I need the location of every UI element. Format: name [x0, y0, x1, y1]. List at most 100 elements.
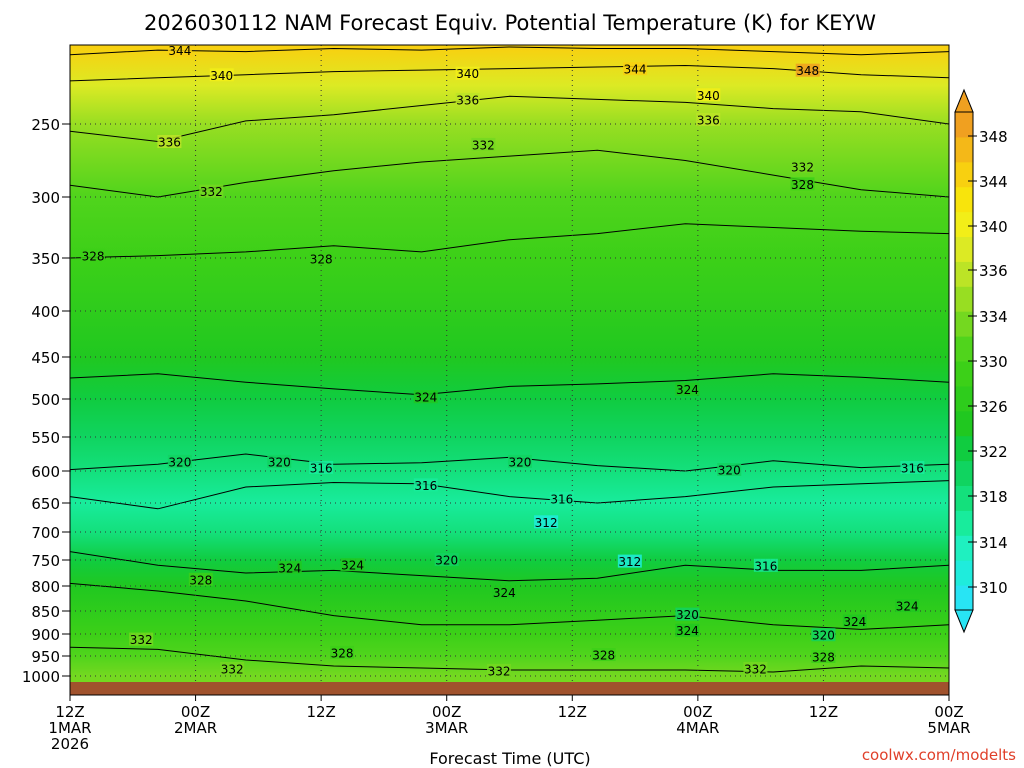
- contour-328-4: [70, 223, 949, 259]
- colorbar-segment-348: [955, 112, 973, 138]
- contour-label-bg-5: [696, 88, 721, 102]
- contour-label-320: 320: [435, 554, 458, 568]
- contour-336-2: [70, 95, 949, 143]
- y-tick-label-400: 400: [31, 303, 60, 321]
- y-tick-label-250: 250: [31, 116, 60, 134]
- colorbar-segment-312: [955, 560, 973, 586]
- contour-label-344: 344: [168, 44, 191, 58]
- contour-label-328: 328: [82, 249, 105, 263]
- y-tick-label-950: 950: [31, 648, 60, 666]
- contour-label-316: 316: [550, 492, 573, 506]
- contour-label-bg-11: [790, 177, 815, 191]
- x-tick-label-0: 12Z 1MAR 2026: [48, 703, 91, 753]
- contour-label-328: 328: [592, 649, 615, 663]
- contour-344-0: [70, 46, 949, 56]
- colorbar-segment-346: [955, 136, 973, 163]
- colorbar-segment-340: [955, 211, 973, 237]
- colorbar-label-326: 326: [979, 398, 1008, 416]
- y-tick-label-800: 800: [31, 578, 60, 596]
- colorbar-label-336: 336: [979, 262, 1008, 280]
- colorbar-bottom-arrow: [954, 609, 974, 634]
- colorbar-segment-344: [955, 161, 973, 188]
- contour-label-316: 316: [414, 479, 437, 493]
- contour-label-bg-32: [492, 585, 517, 599]
- contour-label-316: 316: [310, 461, 333, 475]
- x-tick-line: 00Z: [683, 703, 712, 721]
- contour-label-324: 324: [414, 391, 437, 405]
- contour-label-348: 348: [796, 64, 819, 78]
- contour-label-332: 332: [488, 665, 511, 679]
- y-tick-label-550: 550: [31, 429, 60, 447]
- colorbar-label-322: 322: [979, 443, 1008, 461]
- gridline-layer: [70, 45, 949, 695]
- y-tick-label-750: 750: [31, 552, 60, 570]
- colorbar-segment-342: [955, 186, 973, 213]
- contour-label-324: 324: [896, 600, 919, 614]
- contour-label-bg-28: [753, 558, 778, 572]
- x-tick-label-48: 12Z: [558, 703, 587, 721]
- contour-label-bg-38: [129, 632, 154, 646]
- y-tick-label-900: 900: [31, 626, 60, 644]
- colorbar-segment-330: [955, 336, 973, 362]
- contour-label-bg-30: [277, 560, 302, 574]
- contour-label-340: 340: [210, 69, 233, 83]
- contour-label-layer: 344 344 348 340 340 340 336 336 336 332 332 328 332 3…: [81, 44, 925, 679]
- x-tick-label-36: 00Z 3MAR: [425, 703, 468, 737]
- contour-316-7: [70, 480, 949, 510]
- contour-label-bg-0: [167, 45, 192, 57]
- contour-label-bg-9: [471, 137, 496, 151]
- contour-label-328: 328: [189, 573, 212, 587]
- colorbar-segment-328: [955, 361, 973, 387]
- contour-label-bg-3: [209, 68, 234, 82]
- contour-label-344: 344: [624, 63, 647, 77]
- contour-label-bg-33: [895, 599, 920, 612]
- contour-label-320: 320: [676, 608, 699, 622]
- contour-label-340: 340: [697, 89, 720, 103]
- contour-label-328: 328: [310, 253, 333, 267]
- x-tick-line: 2026: [51, 735, 89, 753]
- contour-label-bg-24: [549, 491, 574, 505]
- contour-328-9: [70, 582, 949, 630]
- y-tick-label-1000: 1000: [22, 668, 60, 686]
- chart-title: 2026030112 NAM Forecast Equiv. Potential…: [144, 11, 876, 35]
- contour-label-bg-15: [413, 390, 438, 404]
- contour-label-bg-42: [220, 662, 245, 675]
- contour-label-328: 328: [812, 651, 835, 665]
- contour-label-bg-18: [267, 454, 292, 468]
- x-tick-label-60: 00Z 4MAR: [676, 703, 719, 737]
- y-tick-label-450: 450: [31, 349, 60, 367]
- contour-label-324: 324: [843, 615, 866, 629]
- contour-label-bg-16: [675, 382, 700, 396]
- x-tick-line: 3MAR: [425, 719, 468, 737]
- colorbar: 310 314 318 322 326 330 334 336 340 344 348: [954, 88, 1008, 634]
- contour-label-bg-7: [696, 112, 721, 126]
- x-tick-line: 00Z: [934, 703, 963, 721]
- colorbar-segment-326: [955, 385, 973, 412]
- colorbar-segment-316: [955, 510, 973, 536]
- contour-label-312: 312: [535, 516, 558, 530]
- contour-label-316: 316: [901, 461, 924, 475]
- colorbar-segment-318: [955, 485, 973, 511]
- contour-label-bg-19: [507, 454, 532, 468]
- y-tick-label-500: 500: [31, 391, 60, 409]
- x-axis-title: Forecast Time (UTC): [429, 749, 590, 768]
- contour-label-bg-26: [434, 553, 459, 567]
- contour-label-332: 332: [200, 185, 223, 199]
- contour-label-320: 320: [168, 455, 191, 469]
- colorbar-segment-338: [955, 236, 973, 262]
- credit-text: coolwx.com/modelts: [862, 746, 1016, 764]
- colorbar-label-334: 334: [979, 308, 1008, 326]
- colorbar-label-310: 310: [979, 579, 1008, 597]
- colorbar-label-318: 318: [979, 488, 1008, 506]
- contour-label-332: 332: [744, 663, 767, 677]
- x-tick-label-72: 12Z: [809, 703, 838, 721]
- colorbar-label-340: 340: [979, 218, 1008, 236]
- colorbar-top-arrow: [954, 88, 974, 113]
- contour-label-bg-37: [811, 628, 836, 642]
- contour-label-328: 328: [331, 646, 354, 660]
- contour-label-bg-1: [623, 62, 648, 76]
- colorbar-segment-336: [955, 261, 973, 287]
- contour-label-bg-29: [340, 558, 365, 572]
- x-tick-label-24: 12Z: [306, 703, 335, 721]
- colorbar-segment-310: [955, 585, 973, 611]
